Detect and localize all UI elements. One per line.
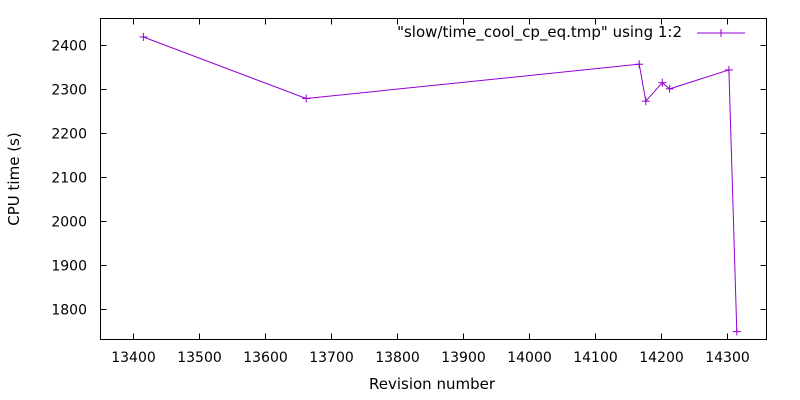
x-tick-label: 14200 <box>639 350 684 366</box>
y-tick-label: 2100 <box>51 171 87 187</box>
data-point <box>635 60 644 69</box>
y-tick-label: 1900 <box>51 259 87 275</box>
x-tick-label: 13500 <box>177 350 222 366</box>
x-tick-label: 13600 <box>243 350 288 366</box>
y-tick-label: 2400 <box>51 39 87 55</box>
series-layer <box>139 32 741 336</box>
data-point <box>732 327 741 336</box>
x-tick-label: 13900 <box>441 350 486 366</box>
legend: "slow/time_cool_cp_eq.tmp" using 1:2 <box>397 23 745 42</box>
data-point <box>658 78 667 87</box>
x-tick-label: 13800 <box>375 350 420 366</box>
data-point <box>139 32 148 41</box>
x-tick-label: 14300 <box>705 350 750 366</box>
x-tick-label: 13700 <box>309 350 354 366</box>
y-tick-label: 2200 <box>51 127 87 143</box>
data-point <box>724 65 733 74</box>
x-tick-label: 14100 <box>573 350 618 366</box>
x-axis-ticks: 13400 13500 13600 13700 13800 13900 14000 14100… <box>111 18 750 366</box>
y-tick-label: 2000 <box>51 215 87 231</box>
y-tick-label: 1800 <box>51 303 87 319</box>
plot-frame <box>100 18 767 340</box>
legend-entry-label: "slow/time_cool_cp_eq.tmp" using 1:2 <box>397 23 682 42</box>
data-point <box>641 97 650 106</box>
series-line <box>143 36 738 332</box>
x-tick-label: 14000 <box>507 350 552 366</box>
y-tick-label: 2300 <box>51 83 87 99</box>
legend-marker-sample <box>717 29 725 37</box>
y-axis-ticks: 1800 1900 2000 2100 2200 2300 2400 <box>51 39 767 319</box>
y-axis-title: CPU time (s) <box>5 132 23 225</box>
data-point <box>665 84 674 93</box>
x-tick-label: 13400 <box>111 350 156 366</box>
data-point <box>302 94 311 103</box>
x-axis-title: Revision number <box>369 375 496 393</box>
